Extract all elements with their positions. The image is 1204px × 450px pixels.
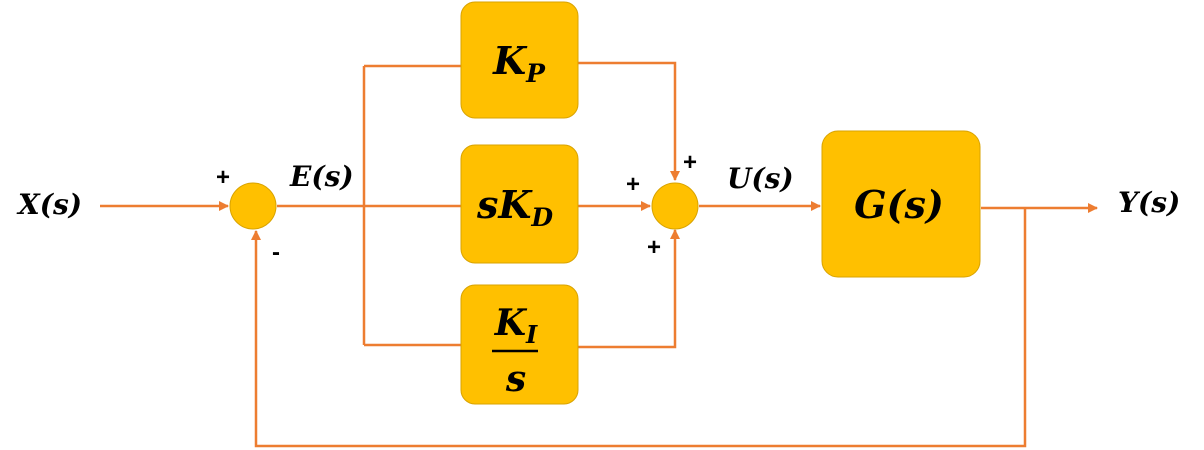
kd-label: sKD [476, 182, 553, 232]
signal-wires [100, 61, 1098, 448]
ki-numerator: KI [494, 302, 538, 349]
summing-junction-error [229, 182, 277, 230]
feedback-wire [251, 208, 1027, 448]
sum2-left-sign: + [626, 171, 640, 198]
ki-block [460, 284, 579, 405]
control-signal-label: U(s) [727, 162, 794, 195]
error-signal-label: E(s) [289, 160, 354, 193]
output-signal-label: Y(s) [1118, 186, 1180, 219]
plant-block [821, 130, 981, 278]
ki-out-wire [578, 229, 680, 349]
sum1-feedback-sign: - [272, 239, 280, 266]
input-signal-label: X(s) [16, 188, 82, 221]
kd-block [460, 144, 579, 264]
kp-out-wire [578, 61, 680, 181]
sum2-bottom-sign: + [647, 234, 661, 261]
sum1-input-sign: + [216, 164, 230, 191]
plant-label: G(s) [854, 182, 944, 227]
summing-junction-control [651, 182, 699, 230]
kp-label: KP [492, 38, 546, 88]
sum2-top-sign: + [683, 149, 697, 176]
kp-block [460, 1, 579, 119]
ki-denominator: s [505, 358, 526, 400]
